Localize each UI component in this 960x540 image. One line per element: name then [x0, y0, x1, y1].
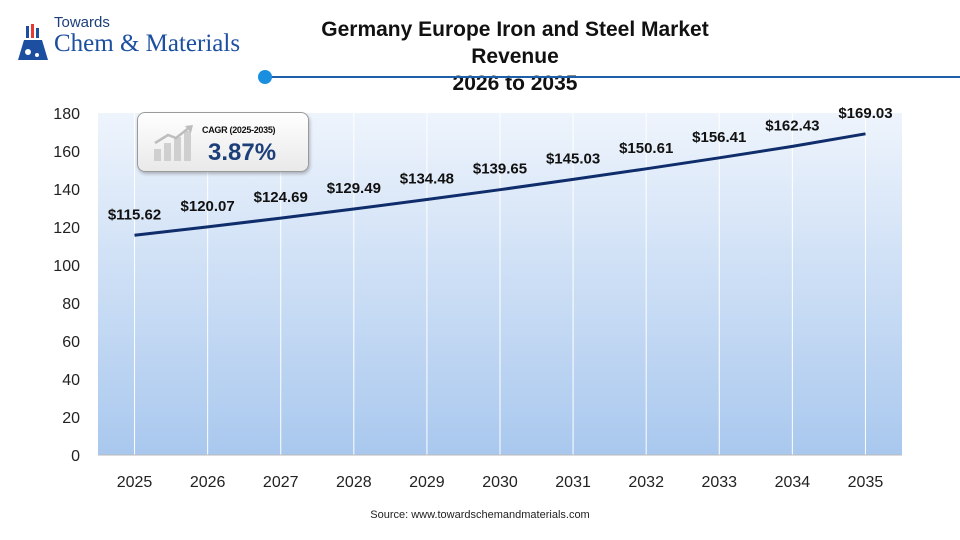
data-label: $156.41: [692, 129, 746, 146]
chart-title: Germany Europe Iron and Steel Market Rev…: [300, 16, 730, 97]
data-labels: $115.62 $120.07 $124.69 $129.49 $134.48 $139.…: [108, 105, 893, 223]
data-label: $120.07: [181, 198, 235, 215]
flask-icon: [18, 24, 48, 60]
x-tick-label: 2033: [701, 474, 737, 491]
cagr-label: CAGR (2025-2035): [202, 125, 276, 135]
title-rule: [268, 76, 960, 78]
chart-title-line1: Germany Europe Iron and Steel Market Rev…: [321, 18, 709, 68]
y-tick-label: 140: [53, 182, 80, 199]
brand-line1: Towards: [54, 14, 110, 31]
x-tick-label: 2026: [190, 474, 226, 491]
y-tick-label: 120: [53, 220, 80, 237]
x-tick-label: 2027: [263, 474, 299, 491]
data-label: $145.03: [546, 150, 600, 167]
x-tick-label: 2025: [117, 474, 153, 491]
x-tick-label: 2028: [336, 474, 372, 491]
data-label: $129.49: [327, 180, 381, 197]
y-tick-label: 0: [71, 448, 80, 465]
y-tick-label: 100: [53, 258, 80, 275]
x-tick-label: 2031: [555, 474, 591, 491]
x-tick-label: 2034: [775, 474, 811, 491]
data-label: $124.69: [254, 189, 308, 206]
y-tick-label: 20: [62, 410, 80, 427]
y-tick-label: 80: [62, 296, 80, 313]
brand-logo: Towards Chem & Materials: [16, 12, 256, 68]
cagr-value: 3.87%: [208, 139, 277, 166]
y-axis: 0 20 40 60 80 100 120 140 160 180: [53, 106, 80, 465]
x-tick-label: 2032: [628, 474, 664, 491]
x-axis: 2025 2026 2027 2028 2029 2030 2031 2032 2033 2034…: [117, 474, 884, 491]
y-tick-label: 60: [62, 334, 80, 351]
data-label: $169.03: [838, 105, 892, 122]
data-label: $162.43: [765, 117, 819, 134]
data-label: $139.65: [473, 161, 527, 178]
x-tick-label: 2035: [848, 474, 884, 491]
source-note: Source: www.towardschemandmaterials.com: [370, 509, 590, 521]
cagr-callout: CAGR (2025-2035) 3.87%: [137, 112, 309, 172]
data-label: $134.48: [400, 170, 454, 187]
data-label: $115.62: [108, 206, 161, 223]
y-tick-label: 180: [53, 106, 80, 123]
data-label: $150.61: [619, 140, 673, 157]
x-tick-label: 2030: [482, 474, 518, 491]
x-tick-label: 2029: [409, 474, 445, 491]
y-tick-label: 160: [53, 144, 80, 161]
title-rule-dot: [258, 70, 272, 84]
growth-chart-icon: [154, 125, 193, 161]
brand-line2: Chem & Materials: [54, 30, 241, 57]
series-line: [134, 132, 866, 237]
y-tick-label: 40: [62, 372, 80, 389]
